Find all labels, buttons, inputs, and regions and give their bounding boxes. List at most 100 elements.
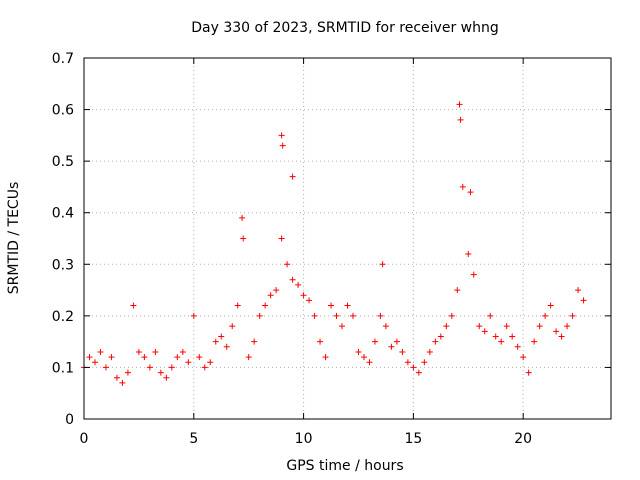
data-point [360,354,367,361]
data-point [174,354,181,361]
data-point [470,271,477,278]
data-point [410,364,417,371]
data-point [245,354,252,361]
data-point [146,364,153,371]
data-point [179,348,186,355]
data-point [467,189,474,196]
data-point [456,101,463,108]
data-point [426,348,433,355]
y-tick-label: 0.2 [52,309,74,325]
data-point [212,338,219,345]
data-point [152,348,159,355]
data-point [234,302,241,309]
y-tick-label: 0.4 [52,206,74,222]
data-point [130,302,137,309]
data-point [113,374,120,381]
data-point [404,359,411,366]
grid-layer [84,58,611,419]
data-point [163,374,170,381]
data-point [124,369,131,376]
data-point [553,328,560,335]
data-point [229,323,236,330]
data-point [141,354,148,361]
data-point [108,354,115,361]
data-point [509,333,516,340]
data-point [382,323,389,330]
data-point [355,348,362,355]
data-point [371,338,378,345]
data-point [328,302,335,309]
data-point [421,359,428,366]
axis-ticks: 0 0.1 0.2 0.3 0.4 0.5 0.6 0.7 0 5 10 15 20 [52,51,611,447]
data-point [91,359,98,366]
data-point [322,354,329,361]
data-point [306,297,313,304]
data-point [168,364,175,371]
data-point [388,343,395,350]
data-point [536,323,543,330]
data-point [240,235,247,242]
data-point [207,359,214,366]
data-point [300,292,307,299]
data-point [239,214,246,221]
y-tick-label: 0.5 [52,154,74,170]
data-point [476,323,483,330]
x-tick-label: 5 [189,431,198,447]
x-tick-label: 15 [404,431,422,447]
data-point [284,261,291,268]
data-point [457,116,464,123]
y-tick-label: 0.6 [52,103,74,119]
data-point [377,312,384,319]
data-point [289,173,296,180]
y-axis-label: SRMTID / TECUs [6,182,22,295]
y-tick-label: 0.1 [52,360,74,376]
data-point [196,354,203,361]
data-point [459,183,466,190]
data-point [465,250,472,257]
data-point [157,369,164,376]
data-point [273,287,280,294]
data-point [267,292,274,299]
data-point [256,312,263,319]
plot-frame [83,57,612,420]
data-point [454,287,461,294]
data-point [185,359,192,366]
data-points [81,101,587,386]
data-point [415,369,422,376]
data-point [223,343,230,350]
data-point [514,343,521,350]
data-point [366,359,373,366]
x-axis-label: GPS time / hours [286,458,403,474]
data-point [279,142,286,149]
y-tick-label: 0.7 [52,51,74,67]
data-point [393,338,400,345]
y-tick-label: 0 [65,412,74,428]
data-point [542,312,549,319]
data-point [278,132,285,139]
data-point [564,323,571,330]
data-point [558,333,565,340]
data-point [201,364,208,371]
data-point [97,348,104,355]
data-point [503,323,510,330]
x-tick-label: 0 [80,431,89,447]
data-point [135,348,142,355]
data-point [317,338,324,345]
data-point [547,302,554,309]
data-point [289,276,296,283]
chart-title: Day 330 of 2023, SRMTID for receiver whn… [191,20,499,36]
data-point [190,312,197,319]
data-point [339,323,346,330]
data-point [218,333,225,340]
data-point [443,323,450,330]
data-point [437,333,444,340]
data-point [278,235,285,242]
data-point [349,312,356,319]
y-tick-label: 0.3 [52,257,74,273]
data-point [333,312,340,319]
data-point [262,302,269,309]
data-point [520,354,527,361]
data-point [379,261,386,268]
data-point [432,338,439,345]
